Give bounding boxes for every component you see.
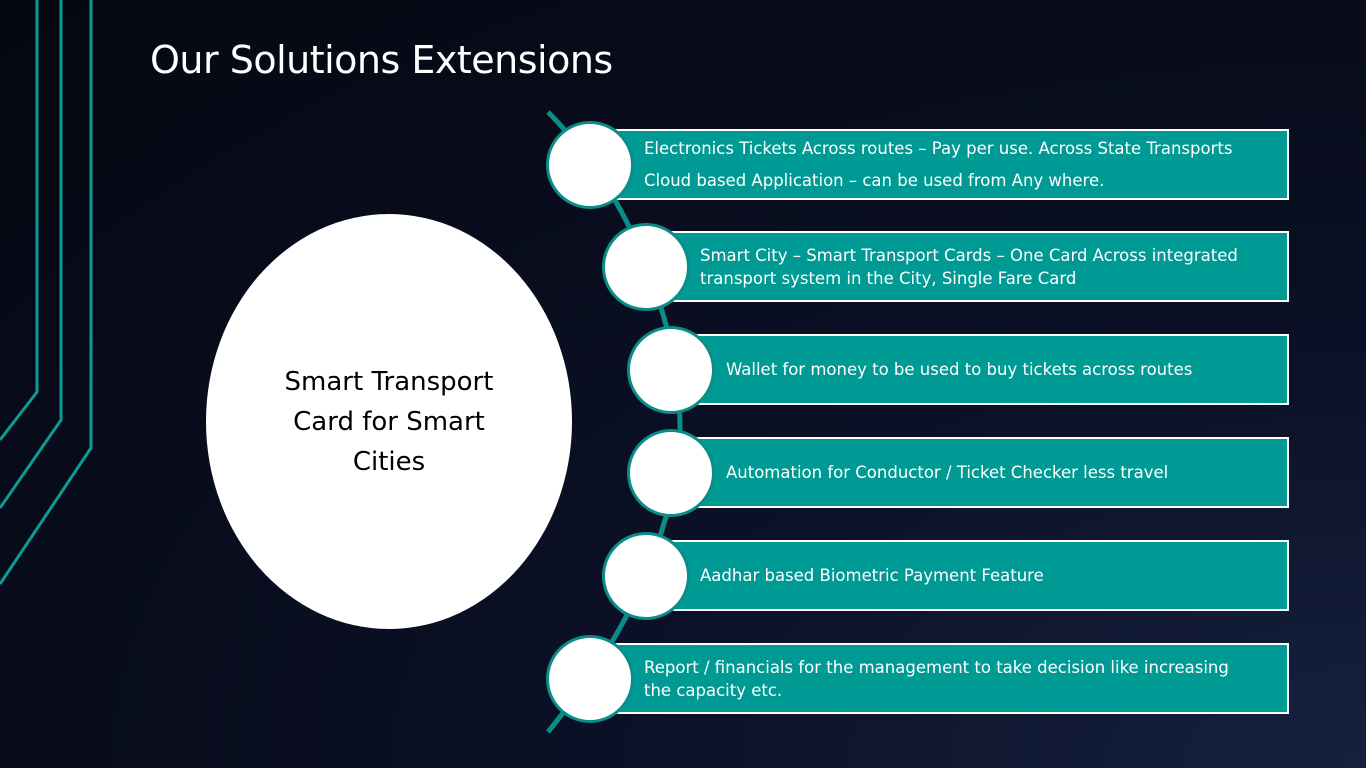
solution-item-5-bullet: [602, 532, 690, 620]
solution-item-3-bullet: [627, 326, 715, 414]
solution-item-1-line1: Electronics Tickets Across routes – Pay …: [644, 139, 1233, 158]
center-label: Smart Transport Card for Smart Cities: [284, 366, 494, 477]
accent-line-2: [0, 0, 63, 509]
slide-title: Our Solutions Extensions: [150, 38, 613, 82]
solution-item-4-bullet: [627, 429, 715, 517]
center-ellipse: Smart Transport Card for Smart Cities: [206, 214, 572, 629]
solution-item-5-line1: Aadhar based Biometric Payment Feature: [700, 566, 1044, 585]
solution-item-2-line1: Smart City – Smart Transport Cards – One…: [700, 245, 1238, 265]
solution-item-4-line1: Automation for Conductor / Ticket Checke…: [726, 463, 1169, 482]
solution-item-2: Smart City – Smart Transport Cards – One…: [646, 231, 1289, 302]
solution-item-6-line1: Report / financials for the management t…: [644, 657, 1229, 677]
solution-item-3: Wallet for money to be used to buy ticke…: [671, 334, 1289, 405]
solution-item-2-line2: transport system in the City, Single Far…: [700, 268, 1077, 288]
solution-item-6-bullet: [546, 635, 634, 723]
solution-item-1: Electronics Tickets Across routes – Pay …: [590, 129, 1289, 200]
solution-item-4: Automation for Conductor / Ticket Checke…: [671, 437, 1289, 508]
solution-item-2-bullet: [602, 223, 690, 311]
solution-item-6: Report / financials for the management t…: [590, 643, 1289, 714]
accent-line-1: [0, 0, 39, 441]
solution-item-5: Aadhar based Biometric Payment Feature: [646, 540, 1289, 611]
solution-item-1-bullet: [546, 121, 634, 209]
accent-line-3: [0, 0, 93, 585]
solution-item-6-line2: the capacity etc.: [644, 680, 783, 700]
solution-item-3-line1: Wallet for money to be used to buy ticke…: [726, 360, 1193, 379]
solution-item-1-line2: Cloud based Application – can be used fr…: [644, 171, 1105, 190]
